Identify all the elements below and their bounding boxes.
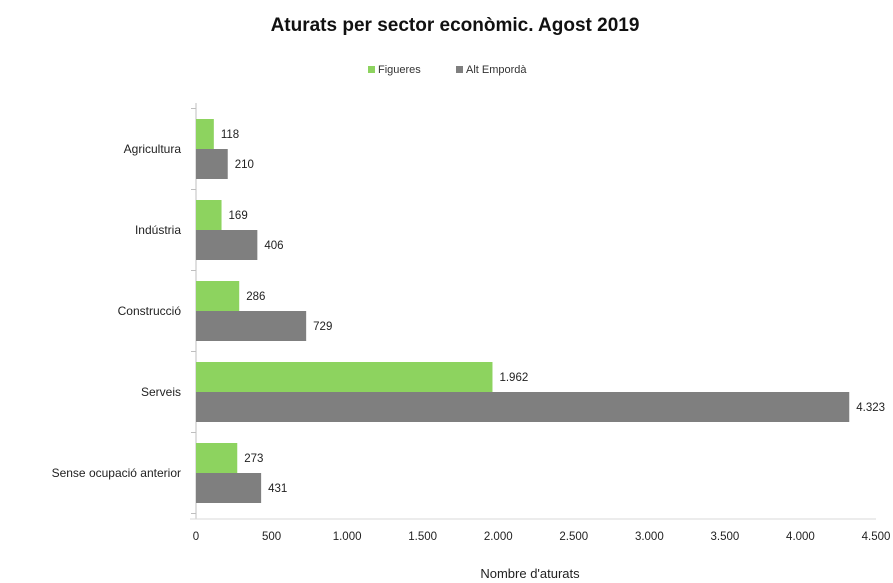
legend-label-figueres: Figueres — [378, 64, 421, 76]
data-label: 210 — [235, 159, 254, 171]
data-label: 406 — [264, 240, 283, 252]
bar-figueres — [196, 281, 240, 311]
data-label: 286 — [246, 291, 265, 303]
legend-label-alt-emporda: Alt Empordà — [466, 64, 527, 76]
bar-alt-emporda — [196, 311, 307, 341]
category-label: Indústria — [135, 223, 181, 237]
x-tick-label: 4.500 — [862, 531, 891, 543]
data-label: 729 — [313, 321, 332, 333]
legend: Figueres Alt Empordà — [368, 64, 527, 76]
x-axis-title: Nombre d'aturats — [480, 566, 580, 581]
category-label: Agricultura — [124, 142, 182, 156]
bar-alt-emporda — [196, 473, 262, 503]
category-label: Serveis — [141, 385, 181, 399]
x-tick-label: 2.000 — [484, 531, 513, 543]
data-label: 431 — [268, 483, 287, 495]
data-label: 1.962 — [499, 372, 528, 384]
bar-alt-emporda — [196, 149, 228, 179]
data-label: 4.323 — [856, 402, 885, 414]
x-tick-label: 2.500 — [559, 531, 588, 543]
plot-area: 0 500 1.000 1.500 2.000 2.500 3.000 3.500 4.000 4… — [52, 103, 891, 543]
legend-swatch-alt-emporda — [456, 66, 463, 73]
x-tick-label: 1.500 — [408, 531, 437, 543]
category-label: Construcció — [118, 304, 182, 318]
x-tick-label: 3.000 — [635, 531, 664, 543]
x-tick-label: 3.500 — [710, 531, 739, 543]
category-label: Sense ocupació anterior — [52, 466, 181, 480]
data-label: 273 — [244, 453, 263, 465]
data-label: 169 — [229, 210, 248, 222]
bar-figueres — [196, 200, 222, 230]
x-tick-label: 0 — [193, 531, 199, 543]
x-tick-label: 4.000 — [786, 531, 815, 543]
chart-title: Aturats per sector econòmic. Agost 2019 — [271, 15, 640, 36]
bar-figueres — [196, 119, 214, 149]
bar-figueres — [196, 362, 493, 392]
legend-swatch-figueres — [368, 66, 375, 73]
bar-alt-emporda — [196, 392, 850, 422]
x-tick-label: 500 — [262, 531, 281, 543]
bar-alt-emporda — [196, 230, 258, 260]
x-tick-label: 1.000 — [333, 531, 362, 543]
data-label: 118 — [221, 129, 239, 141]
bar-figueres — [196, 443, 238, 473]
